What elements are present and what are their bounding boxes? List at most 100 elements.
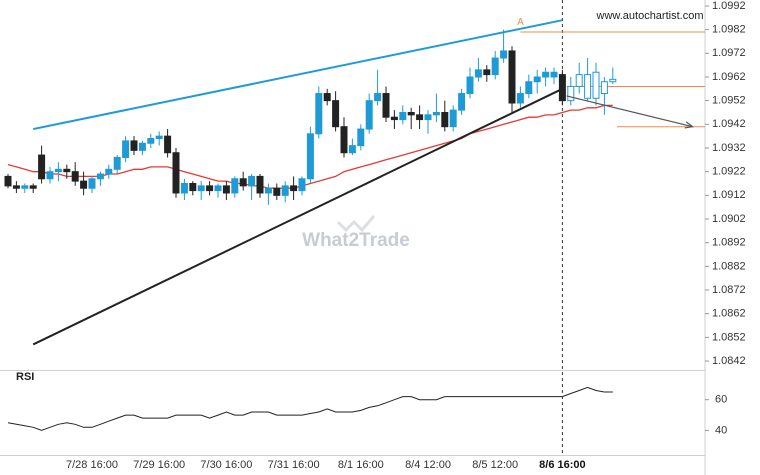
candle-body bbox=[407, 111, 415, 116]
candle-body bbox=[248, 175, 256, 187]
candle-body bbox=[600, 81, 608, 95]
candle-body bbox=[348, 145, 356, 154]
candle-body bbox=[38, 154, 46, 180]
candle-body bbox=[416, 114, 424, 121]
x-tick-label: 7/31 16:00 bbox=[268, 459, 320, 471]
candle-body bbox=[516, 93, 524, 104]
y-tick-label: 1.0982 bbox=[712, 24, 746, 36]
candle-body bbox=[113, 156, 121, 170]
candle-body bbox=[533, 76, 541, 83]
candle-body bbox=[80, 180, 88, 189]
x-tick-label: 7/30 16:00 bbox=[200, 459, 252, 471]
y-tick-label: 1.0882 bbox=[712, 260, 746, 272]
candle-body bbox=[609, 78, 617, 83]
candle-body bbox=[323, 93, 331, 102]
candle-body bbox=[197, 185, 205, 192]
candle-body bbox=[96, 173, 104, 180]
x-tick-label: 8/4 12:00 bbox=[405, 459, 451, 471]
candle-body bbox=[21, 185, 29, 189]
y-tick-label: 1.0952 bbox=[712, 95, 746, 107]
candle-body bbox=[214, 185, 222, 192]
y-tick-label: 1.0962 bbox=[712, 71, 746, 83]
candle-body bbox=[4, 175, 12, 187]
candle-body bbox=[441, 111, 449, 128]
candle-body bbox=[88, 178, 96, 189]
y-tick-label: 1.0872 bbox=[712, 284, 746, 296]
candle-body bbox=[63, 168, 71, 173]
rsi-line bbox=[7, 386, 613, 431]
candle-body bbox=[424, 114, 432, 121]
candle-body bbox=[281, 185, 289, 196]
candle-body bbox=[164, 135, 172, 154]
x-tick-label: 7/29 16:00 bbox=[133, 459, 185, 471]
y-tick-label: 1.0922 bbox=[712, 166, 746, 178]
candle-body bbox=[189, 183, 197, 192]
candle-body bbox=[180, 183, 188, 194]
candle-body bbox=[273, 187, 281, 196]
candle-body bbox=[155, 135, 163, 140]
candle-body bbox=[315, 93, 323, 135]
candle-body bbox=[525, 81, 533, 95]
candle-body bbox=[122, 140, 130, 158]
candle-body bbox=[306, 133, 314, 180]
y-tick-label: 1.0892 bbox=[712, 237, 746, 249]
x-tick-label: 8/1 16:00 bbox=[338, 459, 384, 471]
candle-body bbox=[390, 116, 398, 121]
candle-body bbox=[365, 100, 373, 130]
candle-body bbox=[138, 142, 146, 151]
candle-body bbox=[147, 138, 155, 144]
candle-body bbox=[29, 185, 37, 189]
candle-body bbox=[12, 185, 20, 189]
source: www.autochartist.com bbox=[596, 10, 704, 22]
candle-body bbox=[231, 178, 239, 194]
candle-body bbox=[491, 57, 499, 76]
candle-body bbox=[222, 185, 230, 194]
candle-body bbox=[483, 69, 491, 76]
candle-body bbox=[500, 50, 508, 59]
x-tick-label: 8/6 16:00 bbox=[539, 459, 585, 471]
watermark: What2Trade bbox=[302, 230, 410, 251]
candle-body bbox=[508, 50, 516, 104]
candle-body bbox=[71, 171, 79, 182]
candle-body bbox=[575, 74, 583, 87]
candle-body bbox=[264, 187, 272, 194]
y-tick-label: 1.0842 bbox=[712, 355, 746, 367]
y-tick-label: 1.0912 bbox=[712, 189, 746, 201]
candle-body bbox=[340, 126, 348, 154]
trendline bbox=[32, 19, 563, 131]
candle-body bbox=[567, 85, 575, 102]
y-tick-label: 1.0972 bbox=[712, 47, 746, 59]
candle-body bbox=[584, 74, 592, 99]
y-tick-label: 1.0852 bbox=[712, 331, 746, 343]
candle-body bbox=[449, 109, 457, 128]
candle-body bbox=[474, 69, 482, 78]
candle-body bbox=[290, 185, 298, 192]
candle-body bbox=[54, 168, 62, 173]
candle-body bbox=[130, 140, 138, 151]
y-tick-label: 1.0932 bbox=[712, 142, 746, 154]
candle-body bbox=[466, 76, 474, 95]
y-tick-label: 1.0992 bbox=[712, 0, 746, 12]
candle-body bbox=[558, 74, 566, 102]
rsi-tick-label: 40 bbox=[715, 424, 727, 436]
candle-body bbox=[46, 171, 54, 180]
candle-body bbox=[332, 100, 340, 128]
y-tick-label: 1.0862 bbox=[712, 308, 746, 320]
watermark-logo bbox=[336, 215, 376, 233]
candle-body bbox=[592, 71, 600, 99]
candle-body bbox=[550, 71, 558, 78]
rsi-label: RSI bbox=[16, 371, 34, 383]
candle-body bbox=[298, 178, 306, 192]
candle-body bbox=[542, 71, 550, 78]
candle-body bbox=[399, 111, 407, 121]
candle-body bbox=[256, 175, 264, 194]
rsi-tick-label: 60 bbox=[715, 394, 727, 406]
x-tick-label: 8/5 12:00 bbox=[472, 459, 518, 471]
trendline bbox=[32, 87, 563, 346]
y-tick-label: 1.0942 bbox=[712, 118, 746, 130]
pattern-label: A bbox=[517, 17, 524, 28]
candle-body bbox=[239, 178, 247, 187]
x-tick-label: 7/28 16:00 bbox=[66, 459, 118, 471]
